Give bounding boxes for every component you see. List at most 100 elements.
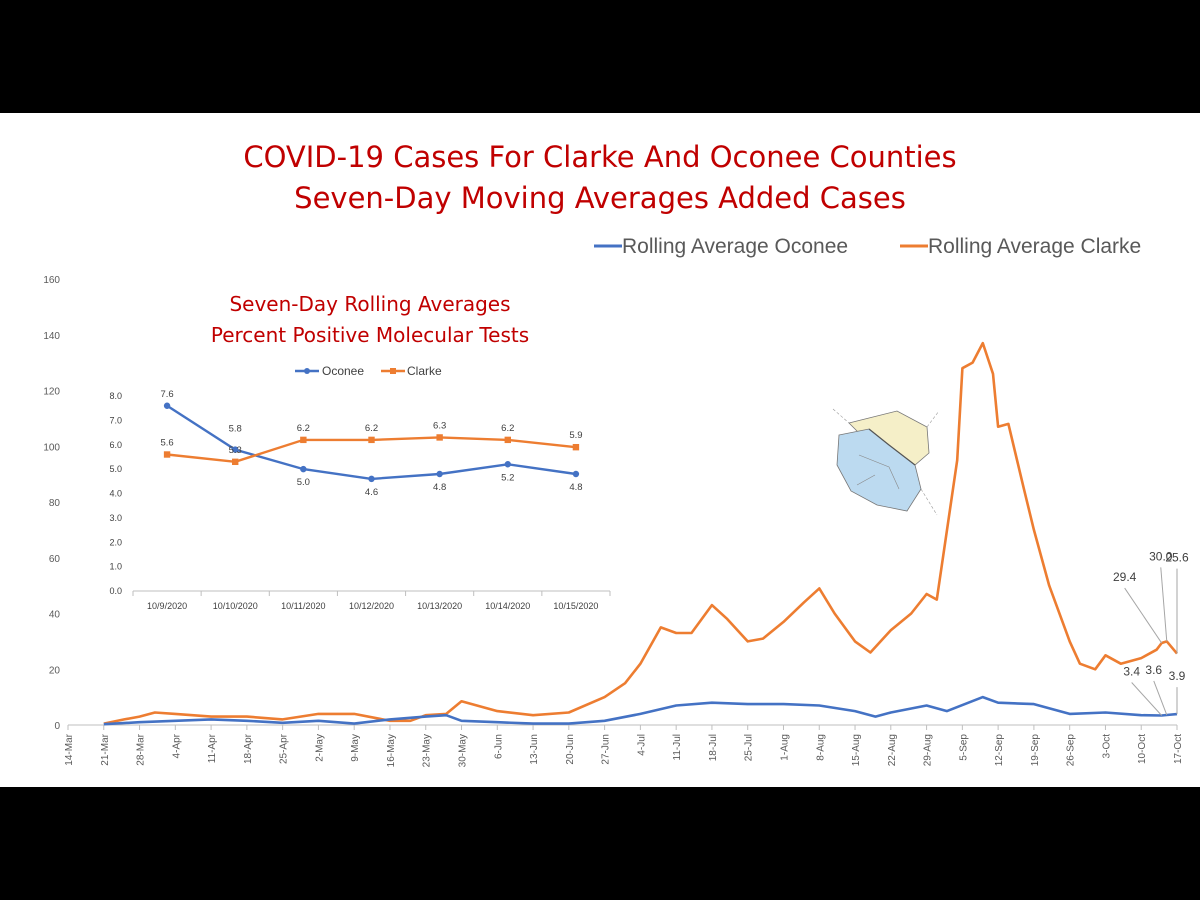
inset-data-label: 6.3 — [433, 420, 446, 431]
inset-y-tick-label: 0.0 — [109, 586, 122, 596]
x-tick-label: 25-Apr — [279, 733, 290, 764]
inset-point-oconee — [436, 470, 443, 478]
x-tick-label: 4-Apr — [171, 733, 182, 758]
x-tick-label: 10-Oct — [1137, 734, 1148, 764]
inset-point-oconee — [300, 465, 307, 473]
callout-label: 3.9 — [1169, 669, 1186, 683]
callout-label: 30.0 — [1149, 549, 1173, 563]
inset-data-label: 6.2 — [501, 423, 514, 434]
inset-y-tick-label: 5.0 — [109, 464, 122, 474]
inset-x-tick-label: 10/12/2020 — [349, 601, 394, 611]
x-tick-label: 26-Sep — [1066, 734, 1077, 767]
inset-data-label: 7.6 — [160, 389, 173, 400]
chart-panel — [0, 113, 1200, 787]
inset-data-label: 5.9 — [569, 430, 582, 441]
y-tick-label: 80 — [49, 498, 61, 509]
inset-data-label: 4.6 — [365, 487, 378, 498]
inset-point-oconee — [163, 402, 171, 409]
x-tick-label: 1-Aug — [779, 734, 790, 761]
inset-point-clarke — [436, 434, 443, 441]
callout-leader — [1131, 682, 1163, 716]
inset-point-clarke — [163, 451, 171, 458]
x-tick-label: 23-May — [422, 734, 433, 767]
x-tick-label: 3-Oct — [1101, 734, 1112, 759]
inset-data-label: 6.2 — [297, 423, 310, 434]
inset-legend-marker — [390, 368, 396, 374]
x-tick-label: 9-May — [350, 734, 361, 762]
inset-point-clarke — [504, 436, 511, 444]
inset-title: Seven-Day Rolling Averages — [229, 292, 511, 316]
x-tick-label: 13-Jun — [529, 734, 540, 765]
inset-x-tick-label: 10/14/2020 — [485, 601, 530, 611]
legend-label: Rolling Average Clarke — [928, 235, 1141, 258]
inset-point-oconee — [504, 461, 511, 468]
inset-point-oconee — [232, 446, 239, 453]
inset-y-tick-label: 8.0 — [109, 391, 122, 401]
inset-x-tick-label: 10/10/2020 — [213, 601, 258, 611]
x-tick-label: 6-Jun — [493, 734, 504, 759]
inset-legend-marker — [304, 368, 310, 374]
callout-leader — [1160, 567, 1168, 642]
inset-x-tick-label: 10/13/2020 — [417, 601, 462, 611]
y-tick-label: 120 — [43, 387, 60, 398]
x-tick-label: 8-Aug — [815, 734, 826, 761]
inset-y-tick-label: 4.0 — [109, 489, 122, 499]
x-tick-label: 19-Sep — [1030, 734, 1041, 767]
inset-title-block: Seven-Day Rolling Averages Percent Posit… — [160, 289, 580, 351]
x-tick-label: 20-Jun — [565, 734, 576, 765]
x-tick-label: 25-Jul — [744, 734, 755, 761]
x-tick-label: 12-Sep — [994, 734, 1005, 767]
y-tick-label: 140 — [43, 331, 60, 342]
x-tick-label: 14-Mar — [64, 733, 75, 765]
callout-label: 29.4 — [1113, 570, 1137, 584]
x-tick-label: 18-Apr — [243, 733, 254, 764]
inset-y-tick-label: 6.0 — [109, 440, 122, 450]
y-tick-label: 20 — [49, 665, 61, 676]
inset-data-label: 5.8 — [229, 424, 242, 435]
series-line-oconee — [103, 695, 1178, 726]
inset-data-label: 6.2 — [365, 423, 378, 434]
inset-x-tick-label: 10/11/2020 — [281, 601, 325, 611]
inset-x-tick-label: 10/15/2020 — [553, 601, 598, 611]
x-tick-label: 17-Oct — [1173, 734, 1184, 764]
y-tick-label: 160 — [43, 275, 60, 286]
inset-data-label: 4.8 — [569, 482, 582, 493]
y-tick-label: 40 — [49, 610, 61, 621]
x-tick-label: 29-Aug — [923, 734, 934, 766]
inset-legend-label: Oconee — [322, 364, 364, 378]
inset-legend-label: Clarke — [407, 364, 442, 378]
inset-y-tick-label: 7.0 — [109, 415, 122, 425]
inset-data-label: 5.6 — [160, 438, 173, 449]
y-tick-label: 100 — [43, 442, 60, 453]
legend-label: Rolling Average Oconee — [622, 235, 848, 258]
x-tick-label: 28-Mar — [136, 733, 147, 765]
inset-data-label: 5.0 — [297, 477, 310, 488]
callout-leader — [1124, 587, 1163, 644]
chart-subtitle: Seven-Day Moving Averages Added Cases — [294, 181, 906, 215]
inset-point-clarke — [232, 458, 239, 466]
callout-label: 3.4 — [1123, 665, 1140, 679]
callout-leader — [1153, 680, 1168, 716]
x-tick-label: 27-Jun — [601, 734, 612, 765]
x-tick-label: 16-May — [386, 734, 397, 767]
callout-label: 25.6 — [1165, 551, 1189, 565]
x-tick-label: 22-Aug — [887, 734, 898, 766]
inset-point-oconee — [572, 470, 580, 478]
inset-point-clarke — [300, 436, 307, 444]
x-tick-label: 15-Aug — [851, 734, 862, 766]
inset-y-tick-label: 1.0 — [109, 562, 122, 572]
y-tick-label: 60 — [49, 554, 61, 565]
inset-subtitle: Percent Positive Molecular Tests — [210, 323, 530, 347]
x-tick-label: 21-Mar — [100, 733, 111, 765]
chart-title: COVID-19 Cases For Clarke And Oconee Cou… — [243, 140, 957, 174]
inset-data-label: 4.8 — [433, 482, 446, 493]
series-line-clarke — [103, 341, 1178, 725]
inset-point-clarke — [368, 436, 375, 444]
x-tick-label: 2-May — [314, 734, 325, 762]
x-tick-label: 5-Sep — [958, 734, 969, 761]
inset-data-label: 5.3 — [229, 445, 242, 456]
x-tick-label: 18-Jul — [708, 734, 719, 761]
y-tick-label: 0 — [54, 721, 60, 732]
inset-x-tick-label: 10/9/2020 — [147, 601, 187, 611]
